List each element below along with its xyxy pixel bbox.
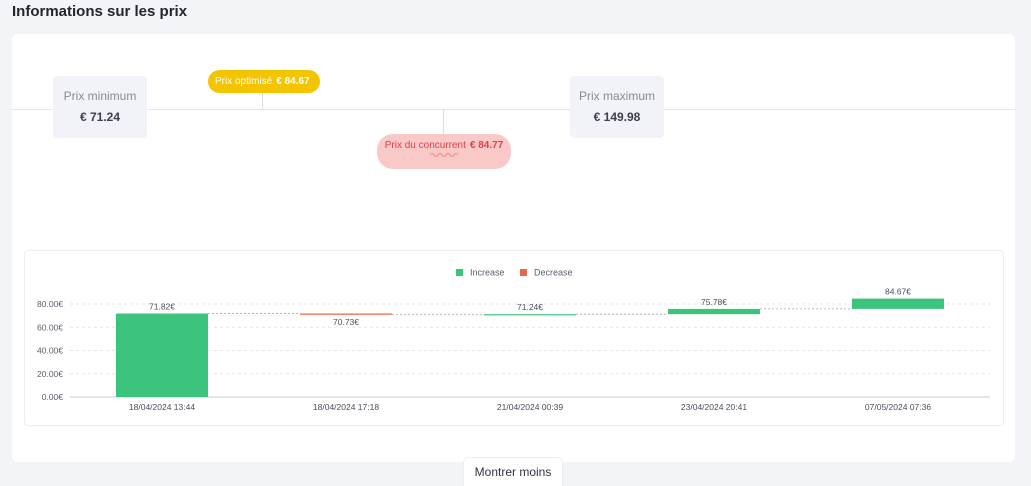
legend-label-decrease[interactable]: Decrease (534, 268, 573, 278)
max-price-value: € 149.98 (593, 110, 641, 124)
optimized-price-badge: Prix optimisé € 84.67 (208, 70, 320, 93)
data-label: 84.67€ (885, 287, 911, 297)
price-range-line (12, 109, 1015, 110)
chart-bar[interactable] (116, 313, 208, 397)
min-price-label: Prix minimum (63, 89, 137, 103)
price-info-card: Prix minimum € 71.24 Prix maximum € 149.… (12, 34, 1015, 462)
legend-label-increase[interactable]: Increase (470, 268, 505, 278)
y-tick-label: 40.00€ (37, 346, 63, 356)
legend-swatch-increase[interactable] (456, 269, 463, 276)
chart-bar[interactable] (484, 314, 576, 316)
x-tick-label: 18/04/2024 17:18 (313, 402, 379, 412)
data-label: 70.73€ (333, 317, 359, 327)
min-price-box: Prix minimum € 71.24 (53, 76, 147, 138)
optimized-price-marker (262, 93, 263, 109)
competitor-price-badge: Prix du concurrent € 84.77 (377, 134, 511, 169)
price-history-chart: Increase Decrease 0.00€ 20.00€ 40.00€ 60.00€… (24, 250, 1004, 426)
data-label: 71.82€ (149, 302, 175, 312)
chart-bar[interactable] (300, 313, 392, 315)
y-tick-label: 0.00€ (42, 392, 64, 402)
page-title: Informations sur les prix (12, 3, 188, 20)
x-tick-label: 21/04/2024 00:39 (497, 402, 563, 412)
chart-bar[interactable] (668, 308, 760, 315)
competitor-name-scribble (429, 152, 459, 157)
max-price-box: Prix maximum € 149.98 (570, 76, 664, 138)
min-price-value: € 71.24 (79, 110, 121, 124)
competitor-price-marker (443, 109, 444, 134)
max-price-label: Prix maximum (578, 89, 655, 103)
y-tick-label: 20.00€ (37, 369, 63, 379)
data-label: 71.24€ (517, 302, 543, 312)
competitor-price-value: € 84.77 (469, 140, 504, 151)
competitor-price-label: Prix du concurrent (384, 140, 466, 151)
optimized-price-label: Prix optimisé (215, 76, 273, 87)
x-tick-label: 18/04/2024 13:44 (129, 402, 195, 412)
x-tick-label: 07/05/2024 07:36 (865, 402, 931, 412)
x-tick-label: 23/04/2024 20:41 (681, 402, 747, 412)
y-tick-label: 80.00€ (37, 299, 63, 309)
data-label: 75.78€ (701, 297, 727, 307)
optimized-price-value: € 84.67 (276, 76, 310, 87)
waterfall-chart-svg: Increase Decrease 0.00€ 20.00€ 40.00€ 60.00€… (37, 268, 990, 412)
chart-bar[interactable] (852, 298, 944, 309)
show-less-button[interactable]: Montrer moins (463, 457, 563, 486)
y-tick-label: 60.00€ (37, 322, 63, 332)
legend-swatch-decrease[interactable] (520, 269, 527, 276)
